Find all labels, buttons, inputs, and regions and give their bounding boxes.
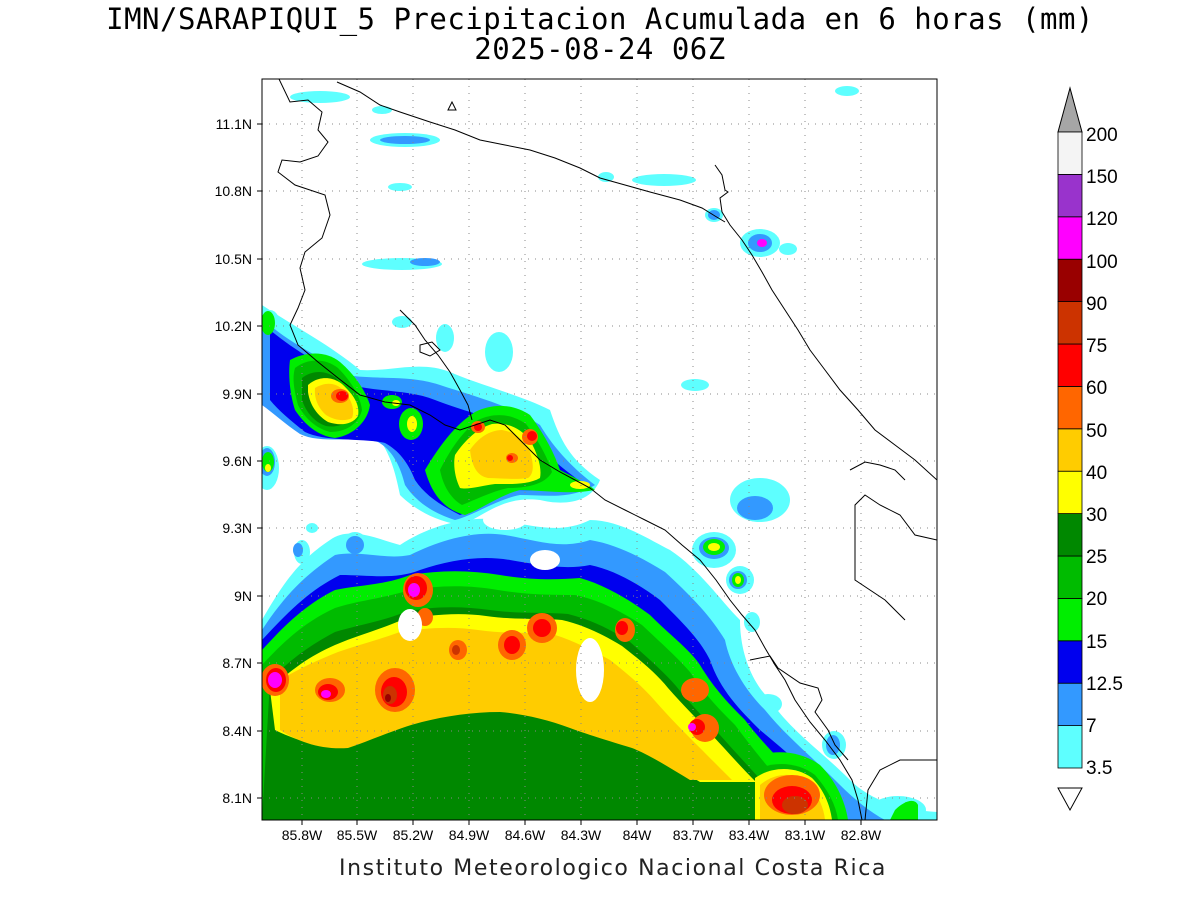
colorbar-swatch (1057, 428, 1083, 472)
lat-tick-label: 9.3N (222, 520, 252, 536)
colorbar-label: 200 (1086, 125, 1118, 146)
grid-lines (262, 79, 937, 820)
colorbar-swatch (1057, 216, 1083, 260)
precipitation-field (262, 86, 937, 820)
lon-tick-label: 85.5W (337, 827, 378, 843)
colorbar-label: 15 (1086, 632, 1107, 653)
lon-tick-label: 84.6W (505, 827, 546, 843)
colorbar-swatch (1057, 258, 1083, 303)
lat-tick-label: 10.2N (215, 318, 252, 334)
colorbar-label: 7 (1086, 716, 1097, 737)
lon-tick-label: 84.9W (449, 827, 490, 843)
colorbar-swatch (1057, 513, 1083, 557)
lon-tick-label: 83.7W (673, 827, 714, 843)
colorbar-label: 150 (1086, 167, 1118, 188)
colorbar-swatch (1057, 470, 1083, 515)
lon-tick-label: 83.1W (785, 827, 826, 843)
longitude-axis: 85.8W 85.5W 85.2W 84.9W 84.6W 84.3W 84W … (282, 820, 882, 843)
colorbar-label: 120 (1086, 209, 1118, 230)
lon-tick-label: 84W (623, 827, 653, 843)
colorbar-label: 3.5 (1086, 758, 1112, 779)
colorbar-swatch (1057, 301, 1083, 345)
colorbar-upper-arrow (1057, 86, 1083, 133)
colorbar-lower-arrow (1057, 787, 1083, 812)
colorbar-label: 50 (1086, 421, 1107, 442)
colorbar-label: 90 (1086, 294, 1107, 315)
lat-tick-label: 9.6N (222, 453, 252, 469)
colorbar-label: 100 (1086, 252, 1118, 273)
colorbar-swatch (1057, 343, 1083, 387)
lat-tick-label: 9.9N (222, 386, 252, 402)
colorbar-legend: 3.5 7 12.5 15 20 25 30 40 50 60 75 90 10… (1057, 86, 1123, 812)
lon-tick-label: 85.2W (393, 827, 434, 843)
lon-tick-label: 85.8W (282, 827, 323, 843)
colorbar-swatch (1057, 682, 1083, 727)
lon-tick-label: 84.3W (561, 827, 602, 843)
colorbar-swatch (1057, 385, 1083, 430)
map-title: IMN/SARAPIQUI_5 Precipitacion Acumulada … (106, 2, 1094, 36)
colorbar-label: 20 (1086, 589, 1107, 610)
map-subtitle-date: 2025-08-24 06Z (474, 32, 726, 66)
colorbar-label: 30 (1086, 505, 1107, 526)
colorbar-swatch (1057, 131, 1083, 175)
lat-tick-label: 10.8N (215, 183, 252, 199)
colorbar-swatch (1057, 725, 1083, 769)
lat-tick-label: 8.1N (222, 790, 252, 806)
institution-credit: Instituto Meteorologico Nacional Costa R… (339, 856, 887, 881)
lat-tick-label: 8.4N (222, 723, 252, 739)
colorbar-label: 12.5 (1086, 674, 1123, 695)
colorbar-swatch (1057, 173, 1083, 218)
colorbar-label: 60 (1086, 378, 1107, 399)
lat-tick-label: 10.5N (215, 251, 252, 267)
map-frame (261, 78, 938, 821)
lon-tick-label: 83.4W (729, 827, 770, 843)
lat-tick-label: 9N (234, 588, 252, 604)
lon-tick-label: 82.8W (841, 827, 882, 843)
colorbar-swatch (1057, 555, 1083, 599)
latitude-axis: 11.1N 10.8N 10.5N 10.2N 9.9N 9.6N 9.3N 9… (215, 116, 262, 806)
colorbar-label: 25 (1086, 547, 1107, 568)
colorbar-swatch (1057, 598, 1083, 642)
lat-tick-label: 11.1N (216, 116, 252, 132)
colorbar-swatch (1057, 640, 1083, 684)
colorbar-label: 40 (1086, 463, 1107, 484)
colorbar-label: 75 (1086, 336, 1107, 357)
coastline-lines (277, 79, 937, 820)
lat-tick-label: 8.7N (222, 655, 252, 671)
